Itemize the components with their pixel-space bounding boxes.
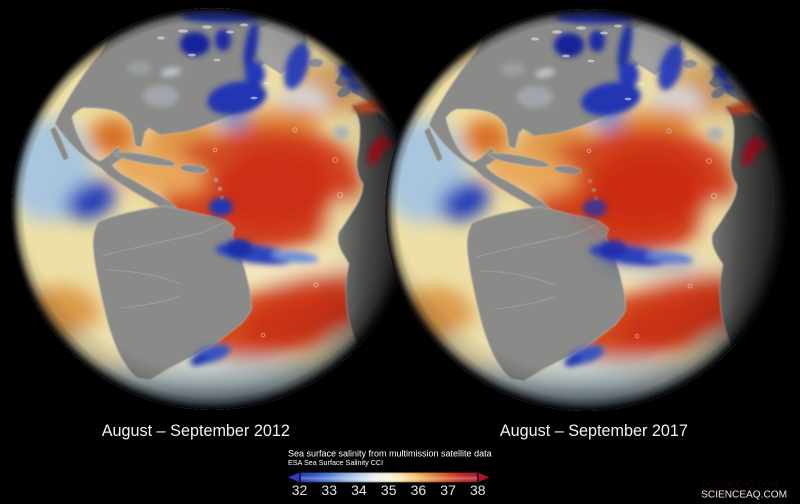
- svg-text:36: 36: [411, 482, 427, 498]
- svg-text:32: 32: [292, 482, 308, 498]
- svg-text:35: 35: [381, 482, 397, 498]
- svg-text:33: 33: [321, 482, 337, 498]
- svg-text:SCIENCEAQ.COM: SCIENCEAQ.COM: [702, 479, 779, 489]
- svg-text:38: 38: [470, 482, 486, 498]
- svg-text:34: 34: [351, 482, 367, 498]
- svg-text:37: 37: [440, 482, 456, 498]
- svg-text:August – September 2012: August – September 2012: [102, 422, 290, 440]
- svg-text:August – September 2017: August – September 2017: [500, 422, 688, 440]
- svg-text:ESA Sea Surface Salinity CCI: ESA Sea Surface Salinity CCI: [288, 458, 383, 467]
- svg-text:SCIENCEAQ.COM: SCIENCEAQ.COM: [701, 490, 787, 501]
- svg-text:Sea surface salinity from mult: Sea surface salinity from multimission s…: [288, 449, 492, 459]
